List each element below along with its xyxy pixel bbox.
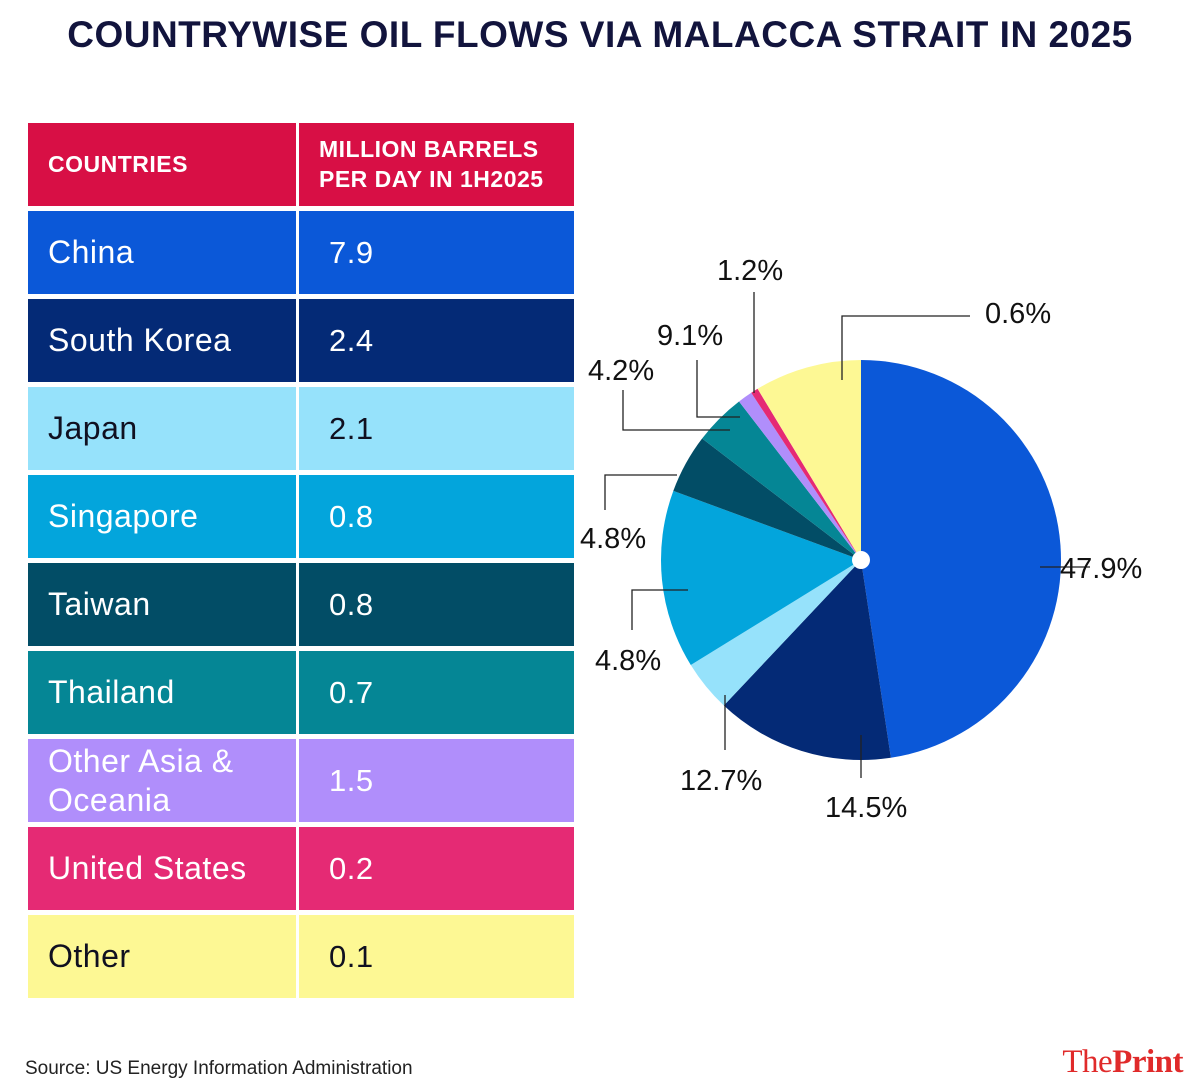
table-cell-value: 2.1 (299, 387, 574, 470)
pie-data-label: 4.2% (588, 355, 654, 387)
table-header-value-line1: MILLION BARRELS (319, 136, 539, 163)
pie-center-dot (852, 551, 870, 569)
pie-data-label: 4.8% (580, 523, 646, 555)
pie-leader-line (631, 589, 688, 630)
table-cell-value: 0.2 (299, 827, 574, 910)
pie-data-label: 47.9% (1060, 553, 1142, 585)
pie-leader-line (622, 390, 730, 431)
pie-slice-japan (690, 560, 861, 706)
pie-chart: 47.9% 14.5% 12.7% 4.8% 4.8% 4.2% 9.1% 1.2% 0.6% (570, 230, 1200, 850)
table-cell-value: 0.1 (299, 915, 574, 998)
pie-data-label: 9.1% (657, 320, 723, 352)
table-cell-value: 2.4 (299, 299, 574, 382)
table-cell-value: 7.9 (299, 211, 574, 294)
table-cell-country: China (28, 211, 296, 294)
table-header-countries: COUNTRIES (28, 123, 296, 206)
pie-leader-line (841, 315, 970, 380)
table-cell-value: 0.8 (299, 563, 574, 646)
pie-slice-other-asia-oceania (739, 392, 861, 560)
pie-slice-thailand (702, 401, 861, 560)
pie-data-label: 0.6% (985, 298, 1051, 330)
pie-data-label: 1.2% (717, 255, 783, 287)
table-cell-value: 1.5 (299, 739, 574, 822)
pie-data-label: 4.8% (595, 645, 661, 677)
pie-data-label: 12.7% (680, 765, 762, 797)
table-cell-country: Other Asia & Oceania (28, 739, 296, 822)
pie-slice-taiwan (673, 438, 861, 560)
source-note: Source: US Energy Information Administra… (25, 1058, 413, 1079)
table-cell-country: Thailand (28, 651, 296, 734)
pie-slice-united-states (751, 388, 861, 560)
theprint-logo: ThePrint (1062, 1044, 1183, 1080)
table-cell-country: Singapore (28, 475, 296, 558)
pie-leader-line (604, 474, 677, 510)
pie-slice-other (757, 360, 861, 560)
table-header-value: MILLION BARRELS PER DAY IN 1H2025 (299, 123, 574, 206)
table-header-value-line2: PER DAY IN 1H2025 (319, 165, 544, 192)
pie-leader-line (696, 360, 740, 418)
table-cell-value: 0.7 (299, 651, 574, 734)
table-cell-country: Taiwan (28, 563, 296, 646)
pie-chart-svg: 47.9% 14.5% 12.7% 4.8% 4.8% 4.2%9.1% 1.2% 0.6% (580, 255, 1142, 824)
table-cell-country: Japan (28, 387, 296, 470)
table-cell-value: 0.8 (299, 475, 574, 558)
pie-data-label: 14.5% (825, 792, 907, 824)
table-cell-country: Other (28, 915, 296, 998)
table-cell-country: United States (28, 827, 296, 910)
pie-slice-singapore (661, 490, 861, 666)
pie-slice-south-korea (723, 560, 891, 760)
pie-slice-china (861, 360, 1061, 758)
table-cell-country: South Korea (28, 299, 296, 382)
data-table: COUNTRIES MILLION BARRELS PER DAY IN 1H2… (28, 123, 574, 998)
chart-title: COUNTRYWISE OIL FLOWS VIA MALACCA STRAIT… (67, 14, 1133, 55)
